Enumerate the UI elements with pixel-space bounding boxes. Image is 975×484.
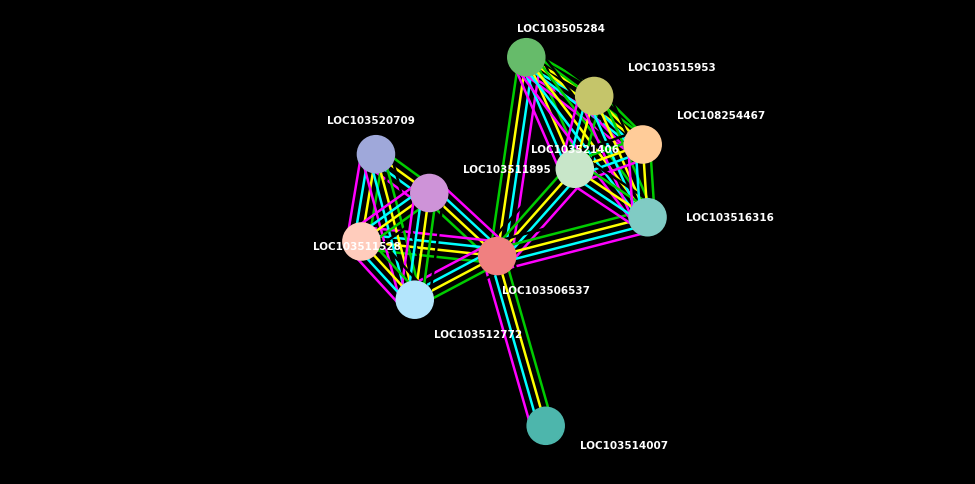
Text: LOC103515953: LOC103515953 — [628, 63, 716, 73]
Circle shape — [629, 199, 666, 236]
Text: LOC103511528: LOC103511528 — [313, 242, 401, 252]
Text: LOC103506537: LOC103506537 — [502, 286, 590, 295]
Circle shape — [557, 151, 593, 188]
Text: LOC103505284: LOC103505284 — [517, 24, 604, 34]
Circle shape — [576, 78, 612, 115]
Circle shape — [479, 238, 516, 275]
Text: LOC103516316: LOC103516316 — [686, 213, 774, 223]
Circle shape — [527, 408, 565, 444]
Circle shape — [358, 136, 394, 173]
Circle shape — [343, 224, 380, 260]
Circle shape — [410, 175, 448, 212]
Text: LOC103514007: LOC103514007 — [580, 440, 668, 450]
Text: LOC103512772: LOC103512772 — [434, 329, 523, 339]
Text: LOC103520709: LOC103520709 — [328, 116, 415, 126]
Text: LOC103521406: LOC103521406 — [531, 145, 619, 155]
Circle shape — [624, 127, 661, 164]
Text: LOC103511895: LOC103511895 — [463, 165, 551, 174]
Text: LOC108254467: LOC108254467 — [677, 111, 765, 121]
Circle shape — [508, 40, 545, 76]
Circle shape — [396, 282, 433, 318]
